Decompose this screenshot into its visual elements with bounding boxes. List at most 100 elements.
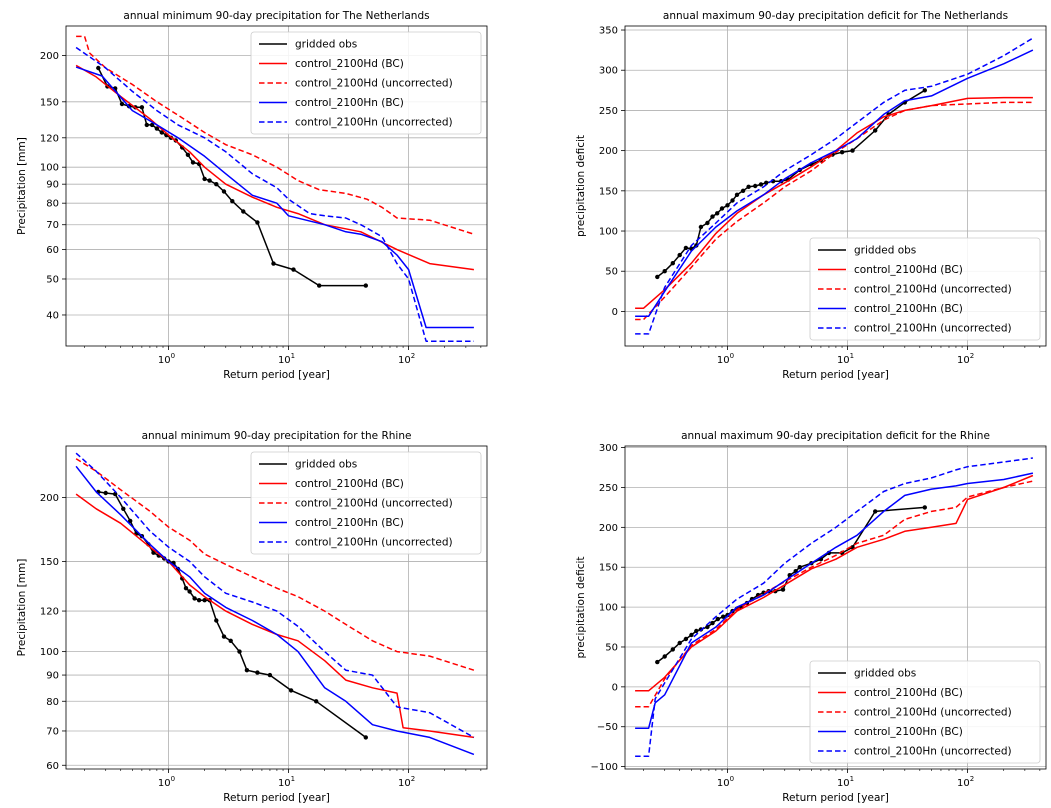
series-line-5: [635, 457, 1034, 757]
data-point: [207, 178, 212, 183]
y-tick-label: 80: [46, 199, 59, 210]
data-point: [839, 150, 845, 155]
data-point: [689, 632, 694, 638]
y-tick-label: 120: [40, 607, 59, 618]
data-point: [187, 589, 192, 594]
data-point: [291, 267, 296, 272]
data-point: [183, 586, 189, 591]
data-point: [677, 640, 682, 646]
legend: gridded obs control_2100Hd (BC) control_21…: [809, 660, 1041, 764]
series-group: [75, 35, 475, 342]
y-tick-label: 100: [40, 163, 59, 174]
data-point: [202, 176, 207, 182]
x-tick-label: 100: [717, 775, 734, 789]
data-point: [730, 198, 735, 203]
legend-label: control_2100Hn (uncorrected): [854, 323, 1012, 335]
data-point: [721, 614, 726, 619]
data-point: [221, 189, 227, 194]
x-tick-exponent: 2: [970, 775, 974, 783]
data-point: [758, 182, 764, 187]
chart-panel-4: 100 101 102−100−50050100150200250300annual…: [575, 430, 1047, 804]
data-point: [764, 180, 769, 185]
x-tick-label: 101: [837, 352, 854, 366]
chart-panel-1: 100 101 102405060708090100120150200annual …: [16, 10, 488, 381]
data-point: [119, 101, 125, 107]
data-point: [740, 188, 746, 193]
x-tick-label: 100: [158, 352, 175, 366]
y-tick-label: 50: [605, 267, 618, 278]
y-tick-label: 50: [46, 274, 59, 285]
x-tick-label: 102: [957, 775, 974, 789]
data-point: [192, 596, 197, 601]
data-point: [922, 88, 927, 93]
grid: [625, 446, 1046, 769]
data-point: [230, 199, 235, 204]
chart-title: annual minimum 90-day precipitation for …: [123, 10, 429, 22]
y-tick-label: 250: [599, 106, 618, 117]
series-line-2: [635, 96, 1033, 309]
data-point: [121, 506, 126, 511]
legend-label: control_2100Hn (uncorrected): [854, 746, 1012, 758]
x-tick-exponent: 1: [291, 352, 295, 360]
data-point: [873, 128, 878, 133]
data-point: [154, 126, 160, 131]
data-point: [677, 252, 682, 258]
x-axis-label: Return period [year]: [223, 369, 330, 381]
series-line-4: [635, 49, 1034, 318]
series-line-4: [75, 465, 475, 756]
y-tick-label: 0: [612, 682, 618, 693]
legend-label: control_2100Hn (BC): [295, 97, 404, 109]
legend: gridded obs control_2100Hd (BC) control_21…: [250, 451, 482, 555]
legend-label: control_2100Hd (BC): [854, 264, 963, 276]
y-tick-label: 60: [46, 761, 59, 772]
data-point: [698, 224, 704, 230]
y-tick-label: 150: [40, 97, 59, 108]
data-point: [710, 620, 715, 626]
data-point: [113, 491, 118, 497]
y-tick-label: −50: [597, 722, 618, 733]
y-tick-label: 200: [599, 146, 618, 157]
data-point: [255, 220, 260, 225]
data-point: [317, 283, 322, 288]
series-group: [75, 452, 475, 756]
data-point: [128, 518, 133, 524]
series-line-4: [635, 472, 1034, 730]
legend-label: control_2100Hd (BC): [854, 687, 963, 699]
y-tick-label: 70: [46, 726, 59, 737]
data-point: [214, 182, 219, 187]
legend-label: control_2100Hn (uncorrected): [295, 117, 453, 129]
data-point: [850, 148, 855, 153]
y-tick-label: 150: [40, 557, 59, 568]
y-tick-label: 50: [605, 642, 618, 653]
data-point: [237, 649, 242, 654]
y-tick-label: 40: [46, 310, 59, 321]
legend: gridded obs control_2100Hd (BC) control_21…: [250, 31, 482, 135]
y-tick-label: 250: [599, 483, 618, 494]
y-tick-label: 70: [46, 220, 59, 231]
series-line-3: [75, 458, 475, 671]
x-tick-exponent: 2: [411, 352, 415, 360]
legend-label: control_2100Hn (uncorrected): [295, 537, 453, 549]
axes-frame: [65, 25, 488, 347]
axes-frame: [624, 445, 1047, 770]
legend-label: control_2100Hd (uncorrected): [854, 707, 1012, 719]
legend-box: [809, 237, 1041, 341]
data-point: [746, 184, 751, 189]
data-point: [922, 505, 927, 510]
data-point: [196, 598, 202, 603]
data-point: [185, 152, 191, 157]
x-tick-label: 102: [398, 775, 415, 789]
y-tick-label: 80: [46, 697, 59, 708]
y-tick-label: 100: [599, 603, 618, 614]
data-point: [214, 618, 219, 623]
data-point: [705, 220, 710, 226]
y-tick-label: 100: [599, 227, 618, 238]
data-point: [683, 245, 689, 251]
legend-box: [809, 660, 1041, 764]
x-tick-exponent: 0: [730, 352, 734, 360]
data-point: [694, 628, 699, 634]
x-tick-exponent: 1: [291, 775, 295, 783]
data-point: [363, 735, 368, 740]
